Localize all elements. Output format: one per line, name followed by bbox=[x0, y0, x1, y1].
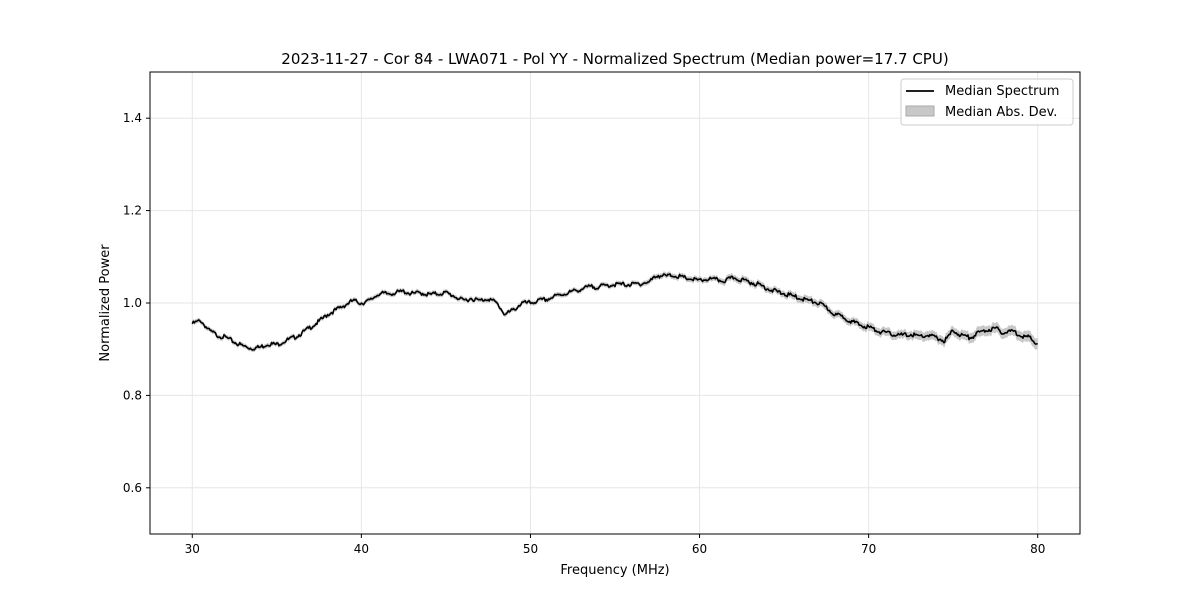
x-tick-label: 50 bbox=[523, 542, 538, 556]
chart-title: 2023-11-27 - Cor 84 - LWA071 - Pol YY - … bbox=[281, 50, 948, 68]
x-tick-label: 60 bbox=[692, 542, 707, 556]
legend-band-swatch bbox=[905, 105, 935, 117]
grid bbox=[150, 72, 1080, 534]
legend: Median Spectrum Median Abs. Dev. bbox=[900, 78, 1074, 126]
x-axis-label: Frequency (MHz) bbox=[560, 563, 669, 578]
y-tick-label: 0.6 bbox=[123, 481, 142, 495]
x-axis-ticks: 30 40 50 60 70 80 bbox=[185, 534, 1045, 556]
legend-box bbox=[900, 78, 1074, 126]
legend-label-mad: Median Abs. Dev. bbox=[945, 105, 1057, 120]
x-tick-label: 40 bbox=[354, 542, 369, 556]
y-tick-label: 0.8 bbox=[123, 388, 142, 402]
x-tick-label: 30 bbox=[185, 542, 200, 556]
legend-label-median: Median Spectrum bbox=[945, 84, 1059, 99]
y-axis-label: Normalized Power bbox=[98, 244, 113, 362]
y-tick-label: 1.2 bbox=[123, 204, 142, 218]
x-tick-label: 70 bbox=[861, 542, 876, 556]
x-tick-label: 80 bbox=[1030, 542, 1045, 556]
mad-band-area bbox=[192, 271, 1038, 353]
median-spectrum-line bbox=[191, 273, 1038, 351]
median-spectrum-path bbox=[191, 273, 1038, 351]
y-axis-ticks: 0.6 0.8 1.0 1.2 1.4 bbox=[123, 111, 150, 495]
y-tick-label: 1.0 bbox=[123, 296, 142, 310]
y-tick-label: 1.4 bbox=[123, 111, 142, 125]
mad-band bbox=[192, 271, 1038, 353]
